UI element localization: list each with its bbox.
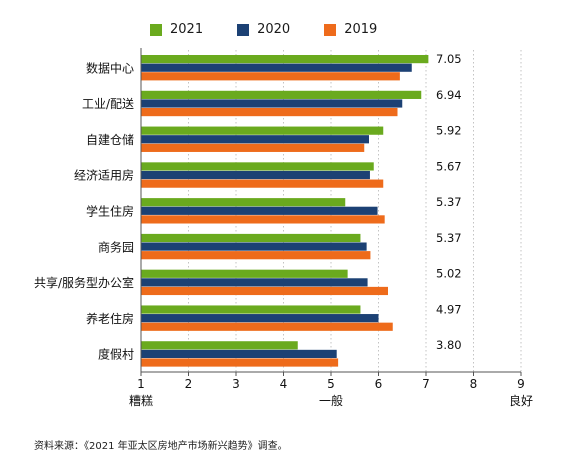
score-label: 5.02 (436, 267, 462, 281)
bar-2019 (141, 286, 388, 296)
x-tick-label: 7 (422, 377, 430, 391)
score-label: 5.92 (436, 124, 462, 138)
category-label: 度假村 (98, 347, 134, 362)
category-label: 商务园 (98, 239, 134, 254)
bar-2020 (141, 63, 412, 72)
x-tick-label: 9 (517, 377, 525, 391)
scale-label: 一般 (319, 393, 343, 408)
bar-2020 (141, 278, 368, 287)
legend-item: 2019 (324, 22, 377, 37)
bar-2019 (141, 358, 339, 367)
x-tick-label: 6 (375, 377, 383, 391)
bar-2019 (141, 322, 393, 331)
legend-label: 2021 (170, 22, 204, 37)
bar-2019 (141, 143, 365, 152)
chart-legend: 2021 2020 2019 (150, 22, 411, 37)
x-tick-label: 5 (327, 377, 335, 391)
bar-2019 (141, 179, 384, 188)
score-label: 5.67 (436, 159, 462, 173)
bar-2020 (141, 170, 370, 180)
bar-2021 (141, 198, 346, 207)
legend-label: 2020 (257, 22, 291, 37)
bar-2021 (141, 55, 429, 64)
score-label: 4.97 (436, 302, 462, 316)
x-tick-label: 2 (185, 377, 193, 391)
bar-2021 (141, 162, 374, 171)
bar-2020 (141, 99, 403, 108)
x-tick-label: 8 (470, 377, 478, 391)
bar-2019 (141, 72, 400, 81)
legend-item: 2020 (237, 22, 290, 37)
bar-2021 (141, 269, 348, 278)
x-tick-label: 3 (232, 377, 240, 391)
bar-2020 (141, 314, 379, 323)
legend-swatch (150, 23, 162, 36)
bar-2019 (141, 107, 398, 117)
bar-2021 (141, 126, 384, 135)
category-label: 共享/服务型办公室 (34, 275, 134, 290)
scale-label: 糟糕 (129, 393, 153, 408)
score-label: 3.80 (436, 338, 462, 352)
bar-2019 (141, 215, 385, 224)
score-label: 5.37 (436, 231, 462, 245)
bar-2021 (141, 90, 422, 99)
bar-2021 (141, 305, 361, 314)
score-label: 5.37 (436, 195, 462, 209)
category-label: 经济适用房 (74, 168, 134, 183)
score-label: 7.05 (436, 52, 462, 66)
bar-2020 (141, 206, 378, 215)
category-label: 数据中心 (86, 60, 134, 75)
source-note: 资料来源：《2021 年亚太区房地产市场新兴趋势》调查。 (34, 441, 288, 452)
bar-2021 (141, 341, 298, 350)
legend-swatch (324, 23, 337, 36)
bar-2020 (141, 349, 337, 359)
bar-2019 (141, 251, 371, 260)
category-label: 自建仓储 (86, 132, 134, 147)
legend-item: 2021 (150, 22, 203, 37)
bar-2021 (141, 233, 361, 243)
category-label: 工业/配送 (82, 96, 134, 111)
category-label: 养老住房 (86, 311, 134, 326)
category-label: 学生住房 (86, 204, 134, 219)
x-tick-label: 1 (137, 377, 145, 391)
score-label: 6.94 (436, 88, 462, 102)
bar-2020 (141, 135, 369, 144)
scale-label: 良好 (509, 393, 533, 408)
legend-swatch (237, 23, 250, 36)
bar-2020 (141, 242, 367, 251)
x-tick-label: 4 (280, 377, 288, 391)
legend-label: 2019 (344, 22, 378, 37)
